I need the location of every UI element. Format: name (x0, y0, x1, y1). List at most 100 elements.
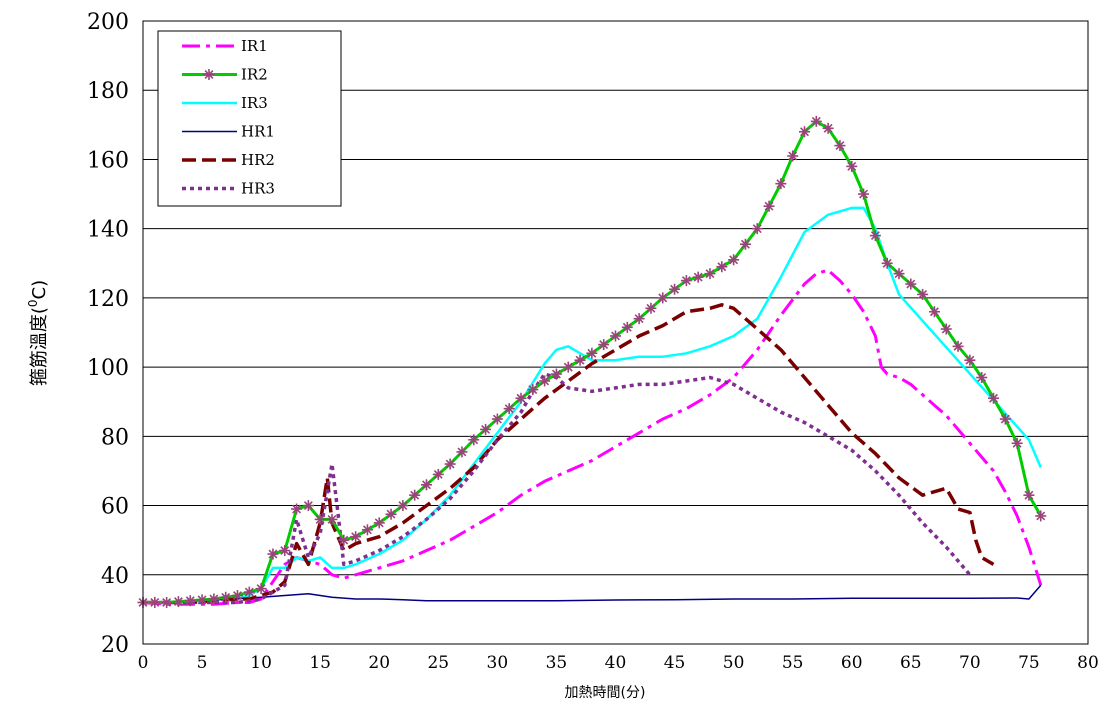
x-tick-label: 0 (138, 653, 149, 673)
series-line-hr1 (142, 584, 1042, 604)
series-point (999, 413, 1011, 425)
series-point (586, 347, 598, 359)
series-point (976, 371, 988, 383)
series-point (893, 268, 905, 280)
x-tick-label: 70 (959, 653, 981, 673)
x-tick-label: 10 (250, 653, 272, 673)
series-point (220, 591, 232, 603)
series-point (468, 434, 480, 446)
series-point (834, 140, 846, 152)
legend-entry-hr2: HR2 (182, 151, 275, 169)
series-point (917, 288, 929, 300)
series-point (775, 178, 787, 190)
x-tick-label: 80 (1077, 653, 1099, 673)
series-point (846, 160, 858, 172)
series-point (598, 339, 610, 351)
y-tick-label: 20 (101, 633, 129, 658)
series-point (480, 423, 492, 435)
legend-box (157, 30, 342, 207)
series-point (799, 126, 810, 138)
series-point (881, 257, 893, 269)
series-point (858, 188, 870, 200)
x-tick-label: 75 (1018, 653, 1040, 673)
series-point (161, 596, 173, 608)
y-tick-label: 140 (87, 218, 129, 243)
y-tick-label: 120 (87, 287, 129, 312)
series-point (562, 361, 574, 373)
series-point (1011, 437, 1023, 449)
series-point (432, 468, 444, 480)
series-point (610, 330, 621, 342)
series-point (621, 321, 633, 333)
series-point (338, 534, 350, 546)
x-tick-label: 5 (197, 653, 208, 673)
series-point (232, 590, 243, 602)
series-point (905, 278, 917, 290)
legend-label: HR1 (241, 123, 275, 141)
y-tick-label: 100 (87, 356, 129, 381)
series-point (444, 458, 456, 470)
series-point (527, 384, 539, 396)
series-point (574, 354, 586, 366)
series-line-hr2 (143, 303, 995, 605)
legend-label: HR2 (241, 151, 275, 169)
y-tick-label: 200 (87, 10, 129, 35)
x-tick-label: 45 (664, 653, 686, 673)
x-tick-labels: 0 5 10 15 20 25 30 35 40 45 50 55 60 65 70 75 80 (138, 653, 1099, 673)
x-tick-label: 25 (427, 653, 449, 673)
legend-entry-ir2: IR2 (182, 66, 268, 84)
series-group (137, 115, 1047, 608)
legend-entry-hr1: HR1 (182, 123, 275, 141)
legend-label: IR1 (241, 37, 268, 55)
series-point (787, 150, 799, 162)
series-point (680, 275, 692, 287)
series-point (988, 392, 999, 404)
series-point (539, 375, 551, 387)
x-tick-label: 30 (487, 653, 509, 673)
series-point (456, 446, 468, 458)
series-point (550, 368, 562, 380)
y-tick-label: 180 (87, 79, 129, 104)
x-tick-label: 50 (723, 653, 745, 673)
series-point (763, 200, 775, 212)
series-point (728, 254, 740, 266)
series-point (940, 323, 952, 335)
series-point (421, 479, 432, 491)
legend-label: IR2 (241, 66, 268, 84)
series-point (1023, 489, 1035, 501)
x-tick-label: 55 (782, 653, 804, 673)
x-tick-label: 40 (605, 653, 627, 673)
series-point (822, 122, 834, 134)
x-tick-label: 35 (546, 653, 568, 673)
series-point (149, 596, 161, 608)
y-tick-label: 160 (87, 148, 129, 173)
series-point (267, 548, 279, 560)
series-point (751, 223, 763, 235)
y-axis-label: 箍筋溫度(0C) (26, 280, 50, 386)
series-point (196, 594, 208, 606)
series-point (255, 583, 267, 595)
y-tick-label: 60 (101, 495, 129, 520)
legend-entry-ir3: IR3 (182, 94, 268, 112)
series-point (1035, 510, 1047, 522)
legend-label: HR3 (241, 180, 275, 198)
legend: IR1 IR2 IR3 HR1 HR2 HR3 (157, 30, 342, 207)
y-tick-labels: 20 40 60 80 100 120 140 160 180 200 (87, 10, 129, 658)
series-point (810, 115, 822, 127)
series-point (633, 313, 645, 325)
series-point (350, 531, 362, 543)
series-point (172, 596, 184, 608)
series-point (397, 500, 409, 512)
series-point (515, 392, 527, 404)
y-tick-label: 80 (101, 425, 129, 450)
x-axis-label: 加熱時間(分) (565, 685, 646, 701)
legend-entry-ir1: IR1 (182, 37, 268, 55)
series-point (314, 513, 326, 525)
series-point (361, 524, 373, 536)
series-point (302, 500, 314, 512)
y-tick-label: 40 (101, 564, 129, 589)
series-point (385, 508, 397, 520)
x-tick-label: 65 (900, 653, 922, 673)
plot-border (142, 20, 1089, 645)
